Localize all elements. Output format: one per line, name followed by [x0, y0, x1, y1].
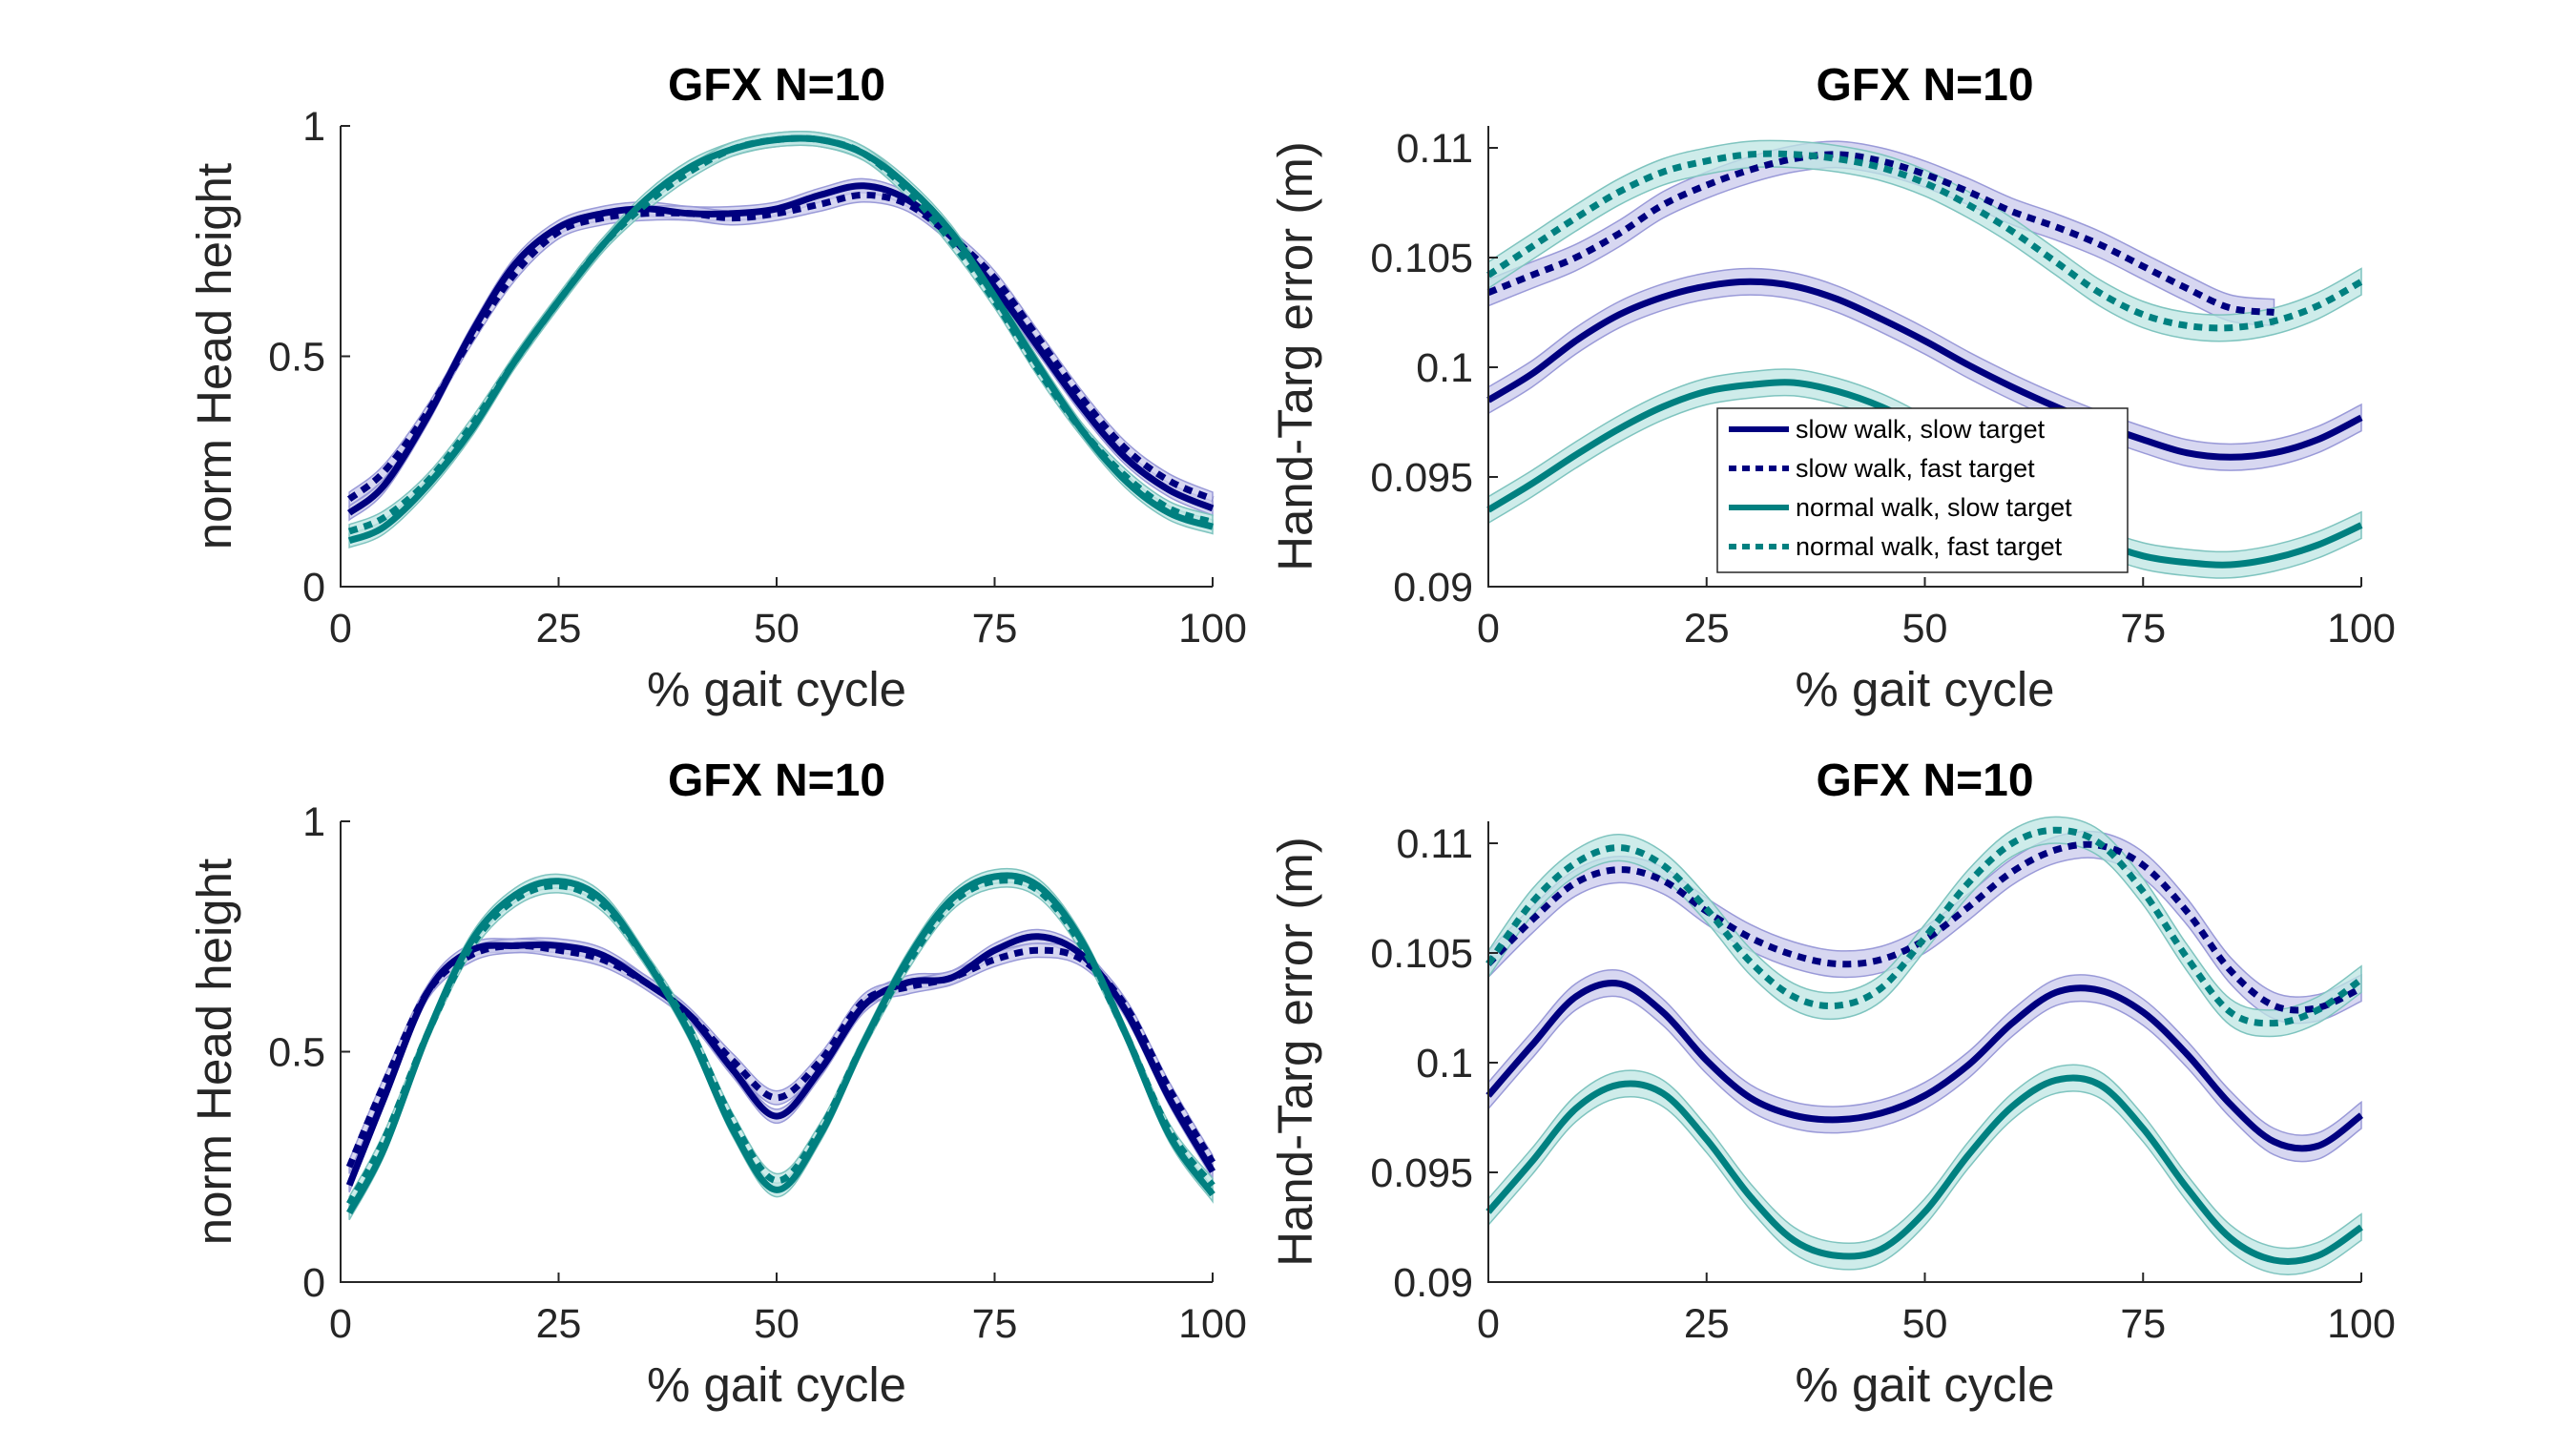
series-1-line: [345, 933, 1216, 1187]
x-tick-label: 100: [2327, 1301, 2396, 1347]
legend-label-3: normal walk, slow target: [1796, 493, 2072, 522]
x-tick-label: 0: [1477, 1301, 1500, 1347]
series-1-line: [1486, 278, 2363, 461]
y-tick-label: 0.1: [1416, 345, 1473, 391]
y-axis-label: Hand-Targ error (m): [1268, 141, 1322, 571]
series-4-band: [1487, 816, 2362, 1038]
series-2-line: [1486, 151, 2275, 316]
x-axis-label: % gait cycle: [1795, 1357, 2054, 1412]
y-tick-label: 0.09: [1393, 565, 1473, 611]
chart-title: GFX N=10: [1816, 60, 2033, 111]
series-3-band: [1487, 1064, 2362, 1275]
legend: slow walk, slow target slow walk, fast ta…: [1716, 407, 2129, 573]
y-tick-label: 1: [302, 799, 325, 845]
x-tick-label: 25: [536, 606, 582, 652]
series-1-band: [348, 177, 1214, 522]
y-tick-label: 0.09: [1393, 1260, 1473, 1306]
series-1-line: [1485, 980, 2364, 1152]
y-tick-label: 0.105: [1370, 236, 1473, 281]
x-tick-label: 100: [1178, 1301, 1247, 1347]
series-3-band: [348, 130, 1214, 549]
axes-frame: [340, 126, 1213, 588]
x-tick-label: 100: [2327, 606, 2396, 652]
legend-label-1: slow walk, slow target: [1796, 415, 2046, 444]
subplot-1: 0 25 50 75 100 0 0.5 1 GFX N=10 % gait cycle norm …: [187, 60, 1247, 716]
x-tick-label: 0: [329, 1301, 352, 1347]
axes-frame: [340, 821, 1213, 1283]
y-tick-label: 0: [302, 1260, 325, 1306]
y-tick-label: 0.5: [268, 335, 325, 381]
y-tick-label: 0.105: [1370, 931, 1473, 977]
subplot-4: 0 25 50 75 100 0.09 0.095 0.1 0.105 0.11 GFX N=10%…: [1268, 756, 2396, 1412]
y-tick-label: 0.5: [268, 1030, 325, 1076]
y-tick-label: 0.095: [1370, 455, 1473, 501]
y-tick-label: 0: [302, 565, 325, 611]
x-tick-label: 0: [1477, 606, 1500, 652]
y-axis-label: Hand-Targ error (m): [1268, 837, 1322, 1267]
y-tick-label: 1: [302, 104, 325, 150]
x-tick-label: 75: [2120, 1301, 2166, 1347]
x-tick-label: 0: [329, 606, 352, 652]
series-2-band: [348, 938, 1214, 1174]
x-axis-label: % gait cycle: [1795, 662, 2054, 716]
x-tick-label: 50: [1902, 606, 1948, 652]
series-2-band: [348, 187, 1214, 508]
series-4-line: [1485, 826, 2364, 1027]
series-3-line: [347, 135, 1215, 545]
x-tick-label: 100: [1178, 606, 1247, 652]
series-4-band: [348, 130, 1214, 540]
x-tick-label: 75: [2120, 606, 2166, 652]
series-3-band: [348, 867, 1214, 1221]
y-axis-label: norm Head height: [187, 163, 241, 549]
series-3-line: [346, 872, 1215, 1215]
series-1-band: [1487, 969, 2362, 1163]
subplot-2: 0 25 50 75 100 0.09 0.095 0.1 0.105 0.11 GFX N=10%…: [1268, 60, 2396, 716]
series-4-line: [347, 135, 1215, 535]
series-2-line: [345, 942, 1216, 1169]
x-tick-label: 25: [1684, 1301, 1730, 1347]
x-tick-label: 25: [536, 1301, 582, 1347]
x-axis-label: % gait cycle: [647, 1357, 906, 1412]
legend-label-2: slow walk, fast target: [1796, 454, 2035, 483]
chart-title: GFX N=10: [1816, 756, 2033, 806]
y-axis-label: norm Head height: [187, 859, 241, 1245]
x-tick-label: 50: [754, 606, 800, 652]
x-tick-label: 50: [1902, 1301, 1948, 1347]
y-tick-label: 0.095: [1370, 1150, 1473, 1196]
y-tick-label: 0.11: [1397, 126, 1474, 172]
chart-title: GFX N=10: [668, 60, 885, 111]
series-2-line: [1485, 840, 2363, 1014]
series-3-line: [1485, 1074, 2363, 1265]
legend-label-4: normal walk, fast target: [1796, 532, 2063, 561]
series-2-line: [346, 191, 1215, 503]
series-1-band: [348, 928, 1214, 1193]
x-tick-label: 75: [972, 1301, 1018, 1347]
x-tick-label: 75: [972, 606, 1018, 652]
y-tick-label: 0.1: [1416, 1041, 1473, 1087]
subplot-3: 0 25 50 75 100 0 0.5 1 GFX N=10 % gait cycle norm …: [187, 756, 1247, 1412]
x-tick-label: 50: [754, 1301, 800, 1347]
x-tick-label: 25: [1684, 606, 1730, 652]
series-4-line: [1486, 150, 2363, 332]
x-axis-label: % gait cycle: [647, 662, 906, 716]
series-4-line: [346, 877, 1215, 1206]
chart-title: GFX N=10: [668, 756, 885, 806]
series-1-line: [346, 182, 1215, 516]
y-tick-label: 0.11: [1397, 821, 1474, 867]
